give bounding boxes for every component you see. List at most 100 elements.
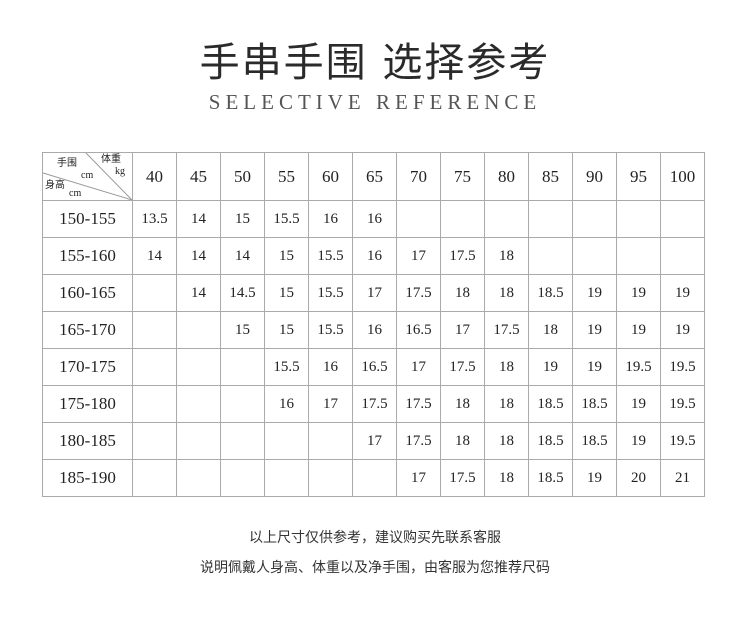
size-cell: [220, 385, 265, 423]
size-cell: 17.5: [440, 459, 485, 497]
size-cell: 15.5: [308, 311, 353, 349]
size-cell: 17.5: [440, 348, 485, 386]
table-header-row: 手围 cm 体重 kg 身高 cm 40 45 50 55 60 65 70 75 80 85 90…: [42, 152, 705, 201]
size-cell: [132, 311, 177, 349]
size-cell: 16: [264, 385, 309, 423]
size-table: 手围 cm 体重 kg 身高 cm 40 45 50 55 60 65 70 75 80 85 90…: [42, 152, 705, 497]
size-cell: [660, 237, 705, 275]
size-cell: 17.5: [352, 385, 397, 423]
size-cell: 17: [396, 459, 441, 497]
size-cell: 19: [616, 422, 661, 460]
table-row: 160-165 14 14.5 15 15.5 17 17.5 18 18 18.5 19 19 19: [42, 274, 705, 312]
size-cell: 19.5: [660, 348, 705, 386]
note-line-2: 说明佩戴人身高、体重以及净手围，由客服为您推荐尺码: [200, 560, 550, 576]
weight-header: 75: [440, 152, 485, 201]
size-cell: 17: [396, 237, 441, 275]
size-cell: [132, 274, 177, 312]
size-cell: 18.5: [528, 385, 573, 423]
size-cell: [308, 422, 353, 460]
height-unit: cm: [69, 188, 82, 199]
size-cell: [440, 200, 485, 238]
size-cell: 16: [352, 237, 397, 275]
size-cell: 14.5: [220, 274, 265, 312]
size-cell: [308, 459, 353, 497]
size-cell: 14: [176, 237, 221, 275]
wrist-unit: cm: [81, 170, 94, 181]
size-cell: 18: [528, 311, 573, 349]
height-range: 175-180: [42, 385, 133, 423]
size-cell: [176, 459, 221, 497]
height-range: 170-175: [42, 348, 133, 386]
weight-label: 体重: [101, 154, 121, 165]
size-cell: 19: [660, 311, 705, 349]
size-cell: 17: [440, 311, 485, 349]
height-label: 身高: [45, 180, 65, 191]
size-cell: 19: [660, 274, 705, 312]
size-cell: 19: [616, 311, 661, 349]
size-cell: 17: [396, 348, 441, 386]
size-cell: 17.5: [440, 237, 485, 275]
size-cell: 17.5: [396, 385, 441, 423]
wrist-label: 手围: [57, 158, 77, 169]
weight-header: 100: [660, 152, 705, 201]
weight-header: 90: [572, 152, 617, 201]
size-cell: 19.5: [660, 422, 705, 460]
page-subtitle: SELECTIVE REFERENCE: [208, 90, 542, 114]
size-cell: [528, 237, 573, 275]
size-cell: 17.5: [396, 422, 441, 460]
size-cell: 16: [308, 200, 353, 238]
size-cell: 16: [352, 200, 397, 238]
size-cell: 17.5: [396, 274, 441, 312]
size-cell: 18.5: [528, 422, 573, 460]
size-cell: 15: [264, 274, 309, 312]
size-cell: 18: [440, 422, 485, 460]
size-cell: 19.5: [616, 348, 661, 386]
size-cell: 17.5: [484, 311, 529, 349]
height-range: 155-160: [42, 237, 133, 275]
size-cell: 18: [484, 385, 529, 423]
height-range: 165-170: [42, 311, 133, 349]
size-cell: 18.5: [572, 385, 617, 423]
size-cell: [264, 459, 309, 497]
size-cell: [660, 200, 705, 238]
weight-header: 95: [616, 152, 661, 201]
size-cell: [572, 237, 617, 275]
size-cell: [220, 459, 265, 497]
weight-unit: kg: [115, 166, 125, 177]
height-range: 160-165: [42, 274, 133, 312]
size-cell: [220, 348, 265, 386]
size-cell: 14: [176, 274, 221, 312]
size-cell: 19: [616, 385, 661, 423]
size-cell: 16.5: [396, 311, 441, 349]
weight-header: 50: [220, 152, 265, 201]
size-cell: [132, 385, 177, 423]
height-range: 180-185: [42, 422, 133, 460]
size-cell: [572, 200, 617, 238]
size-cell: 18.5: [528, 274, 573, 312]
size-cell: [264, 422, 309, 460]
size-cell: 17: [308, 385, 353, 423]
table-row: 175-180 16 17 17.5 17.5 18 18 18.5 18.5 19 19.5: [42, 385, 705, 423]
size-cell: [396, 200, 441, 238]
diagonal-lines: [43, 153, 132, 200]
table-row: 150-155 13.5 14 15 15.5 16 16: [42, 200, 705, 238]
size-cell: 15: [264, 237, 309, 275]
size-cell: 17: [352, 422, 397, 460]
size-cell: 15: [220, 311, 265, 349]
size-cell: 15: [264, 311, 309, 349]
size-cell: 14: [176, 200, 221, 238]
size-cell: 15.5: [308, 237, 353, 275]
weight-header: 70: [396, 152, 441, 201]
size-cell: 18.5: [528, 459, 573, 497]
size-cell: 19.5: [660, 385, 705, 423]
size-cell: 19: [572, 348, 617, 386]
size-cell: [132, 348, 177, 386]
size-cell: 18: [484, 459, 529, 497]
size-cell: [352, 459, 397, 497]
size-cell: [220, 422, 265, 460]
table-row: 165-170 15 15 15.5 16 16.5 17 17.5 18 19 19 19: [42, 311, 705, 349]
size-cell: 15.5: [264, 348, 309, 386]
size-cell: 18: [484, 348, 529, 386]
size-cell: 18: [484, 422, 529, 460]
size-cell: 14: [132, 237, 177, 275]
